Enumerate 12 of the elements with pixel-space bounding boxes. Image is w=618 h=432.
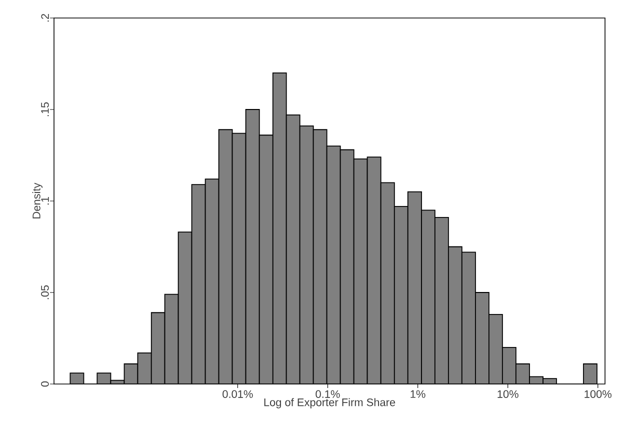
y-tick-label: .15 (41, 102, 49, 116)
x-tick-label: 0.01% (222, 390, 253, 398)
x-tick-label: 10% (498, 390, 518, 398)
x-axis-title: Log of Exporter Firm Share (264, 398, 396, 408)
y-axis-title: Density (32, 182, 43, 218)
y-tick-label: .05 (41, 285, 49, 300)
x-tick-label: 100% (584, 390, 612, 398)
y-tick-label: 0 (41, 381, 49, 387)
y-tick-label: .1 (41, 196, 49, 205)
y-tick-label: .2 (41, 14, 49, 22)
x-tick-label: 0.1% (316, 390, 340, 398)
x-tick-label: 1% (410, 390, 426, 398)
